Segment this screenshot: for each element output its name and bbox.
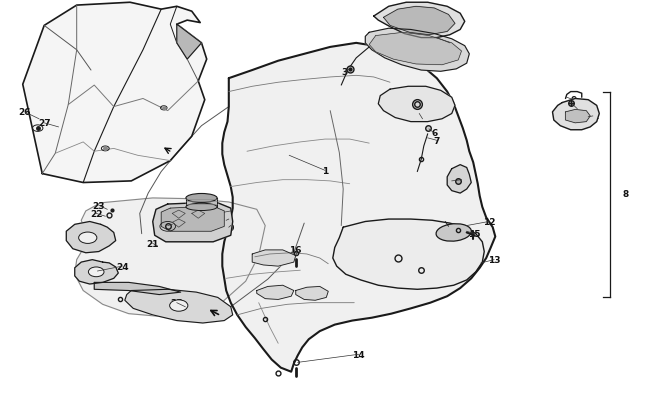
Text: 3: 3	[341, 68, 348, 77]
Text: 25: 25	[170, 298, 183, 307]
Text: 23: 23	[92, 201, 105, 210]
Text: 14: 14	[352, 350, 365, 359]
Polygon shape	[374, 3, 465, 38]
Text: 2: 2	[447, 39, 453, 48]
Text: 24: 24	[116, 262, 129, 271]
Polygon shape	[257, 286, 294, 300]
Polygon shape	[66, 222, 116, 253]
Text: 20: 20	[166, 220, 179, 229]
Polygon shape	[94, 283, 181, 295]
Ellipse shape	[186, 204, 217, 211]
Polygon shape	[384, 7, 455, 36]
Polygon shape	[23, 3, 207, 183]
Text: 10: 10	[571, 105, 584, 114]
Circle shape	[88, 267, 104, 277]
Polygon shape	[365, 29, 469, 72]
Polygon shape	[177, 25, 202, 60]
Polygon shape	[566, 110, 590, 124]
Text: 12: 12	[482, 217, 495, 226]
Text: 26: 26	[18, 108, 31, 117]
Circle shape	[170, 300, 188, 311]
Text: 22: 22	[90, 209, 103, 218]
Text: 15: 15	[468, 230, 481, 239]
Text: 4: 4	[419, 115, 426, 124]
Polygon shape	[161, 207, 224, 232]
Polygon shape	[222, 44, 495, 372]
Text: 13: 13	[488, 256, 500, 264]
Polygon shape	[296, 287, 328, 301]
Ellipse shape	[186, 194, 217, 203]
Text: 21: 21	[146, 239, 159, 248]
Text: 1: 1	[322, 166, 328, 175]
Polygon shape	[447, 165, 471, 194]
Text: 6: 6	[431, 129, 437, 138]
Text: 18: 18	[220, 216, 233, 225]
Text: 19: 19	[222, 223, 235, 232]
Polygon shape	[552, 99, 599, 130]
Polygon shape	[125, 290, 233, 323]
Polygon shape	[75, 260, 118, 284]
Polygon shape	[378, 87, 455, 122]
Text: 9: 9	[570, 96, 577, 105]
Ellipse shape	[436, 224, 471, 241]
Circle shape	[79, 232, 97, 244]
Polygon shape	[75, 198, 265, 317]
Text: 8: 8	[623, 189, 629, 198]
Polygon shape	[252, 250, 296, 266]
Text: 7: 7	[434, 136, 440, 145]
Text: 16: 16	[289, 246, 302, 255]
Polygon shape	[186, 198, 217, 207]
Text: 5: 5	[448, 177, 455, 186]
Polygon shape	[153, 202, 233, 242]
Text: 11: 11	[586, 112, 599, 121]
Text: 17: 17	[218, 208, 231, 217]
Polygon shape	[369, 33, 462, 66]
Text: 27: 27	[38, 119, 51, 128]
Polygon shape	[333, 220, 484, 290]
